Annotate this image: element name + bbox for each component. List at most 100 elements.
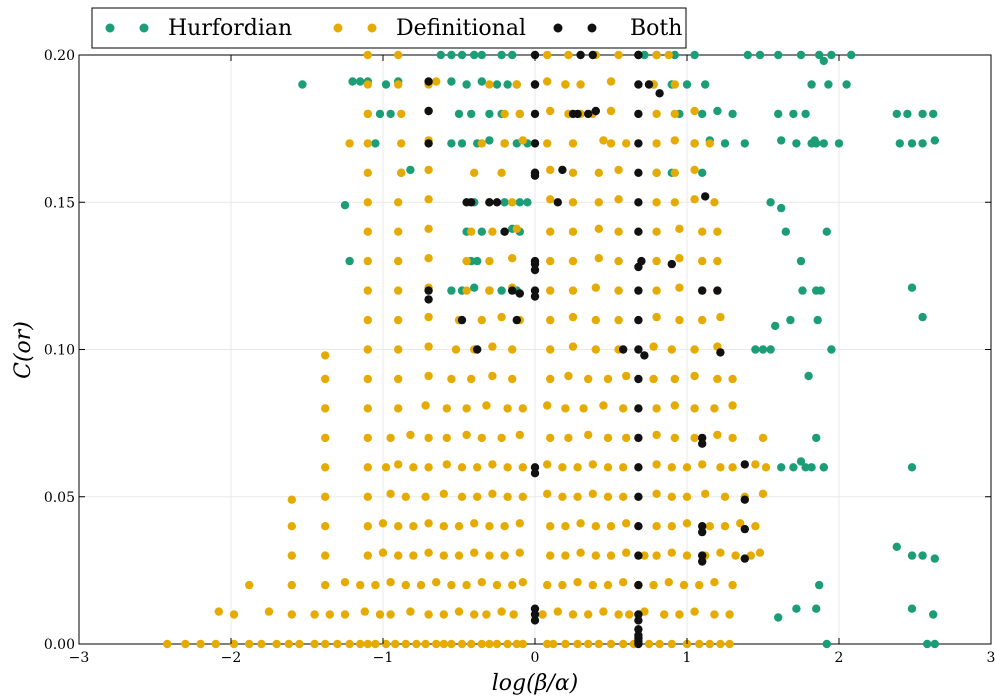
data-point [394, 551, 403, 560]
data-point [591, 283, 600, 292]
data-point [229, 639, 239, 649]
data-point [321, 463, 330, 472]
data-point [543, 50, 552, 60]
data-point [740, 460, 749, 469]
data-point [436, 50, 445, 60]
data-point [257, 639, 266, 649]
data-point [421, 639, 430, 649]
data-point [363, 139, 372, 148]
data-point [558, 580, 567, 590]
data-point [371, 639, 380, 649]
data-point [822, 639, 831, 649]
data-point [394, 227, 403, 236]
data-point [619, 463, 628, 472]
data-point [576, 50, 585, 60]
data-point [424, 77, 433, 86]
data-point [573, 492, 582, 501]
data-point [287, 522, 296, 531]
data-point [492, 198, 502, 207]
data-point [796, 256, 806, 266]
data-point [675, 224, 684, 233]
data-point [682, 80, 692, 89]
data-point [497, 50, 506, 60]
data-point [424, 342, 433, 351]
data-point [690, 165, 699, 175]
data-point [508, 198, 517, 207]
data-point [634, 610, 643, 619]
data-point [807, 80, 816, 89]
data-point [503, 639, 512, 649]
data-point [497, 607, 506, 616]
data-point [812, 433, 821, 443]
data-point [381, 80, 391, 89]
data-point [573, 463, 582, 472]
data-point [720, 492, 730, 501]
data-point [470, 50, 479, 60]
data-point [728, 109, 737, 119]
data-point [568, 139, 578, 148]
data-point [492, 639, 502, 649]
data-point [457, 50, 467, 60]
data-point [457, 492, 467, 501]
data-point [614, 286, 623, 295]
data-point [488, 371, 497, 381]
data-point [682, 492, 692, 501]
data-point [907, 551, 917, 560]
data-point [675, 610, 684, 619]
data-point [508, 286, 517, 295]
data-point [477, 315, 486, 325]
legend: Hurfordian Definitional Both [91, 7, 687, 49]
data-point [716, 312, 725, 322]
data-point [652, 489, 661, 498]
data-point [649, 342, 658, 351]
data-point [424, 433, 433, 443]
data-point [508, 345, 517, 354]
data-point [518, 136, 527, 145]
data-point [743, 50, 752, 60]
data-point [682, 463, 692, 472]
data-point [485, 639, 494, 649]
data-point [485, 198, 494, 207]
data-point [634, 139, 643, 148]
data-point [500, 227, 509, 236]
data-point [500, 522, 509, 531]
data-point [652, 460, 661, 469]
data-point [442, 433, 451, 443]
legend-marker [139, 23, 149, 33]
data-point [667, 548, 676, 557]
data-point [690, 345, 699, 354]
data-point [386, 578, 395, 587]
data-point [758, 489, 768, 498]
data-point [488, 460, 497, 469]
data-point [530, 259, 540, 269]
data-point [321, 551, 330, 560]
data-point [561, 404, 570, 413]
data-point [682, 551, 692, 560]
data-point [530, 469, 540, 478]
data-point [546, 345, 555, 354]
data-point [543, 77, 552, 86]
data-point [564, 50, 573, 60]
data-point [363, 109, 372, 119]
data-point [847, 50, 856, 60]
data-point [740, 139, 749, 148]
y-tick-label: 0.20 [44, 48, 75, 64]
data-point [698, 256, 707, 266]
legend-box [91, 7, 687, 49]
data-point [822, 227, 831, 236]
data-point [508, 50, 517, 60]
data-point [695, 639, 704, 649]
data-point [603, 374, 613, 384]
data-point [766, 345, 775, 354]
data-point [568, 610, 578, 619]
data-point [298, 80, 307, 89]
data-point [462, 430, 471, 440]
legend-label: Hurfordian [168, 16, 292, 41]
data-point [728, 433, 737, 443]
data-point [568, 256, 578, 266]
data-point [918, 551, 927, 560]
data-point [439, 489, 448, 498]
data-point [473, 463, 482, 472]
data-point [568, 286, 578, 295]
data-point [512, 80, 521, 89]
